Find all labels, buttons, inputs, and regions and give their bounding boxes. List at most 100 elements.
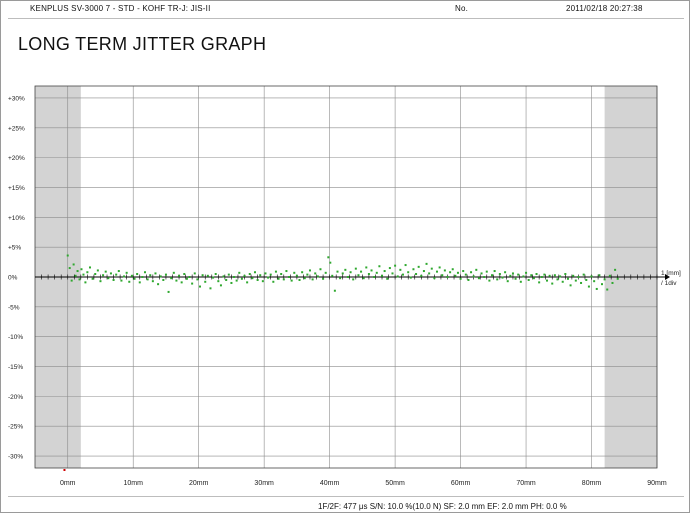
- data-point: [386, 277, 389, 280]
- data-point: [149, 274, 152, 277]
- data-point: [209, 287, 212, 290]
- x-tick-label: 70mm: [516, 480, 536, 487]
- data-point: [543, 273, 546, 276]
- data-point: [472, 275, 475, 278]
- data-point: [553, 274, 556, 277]
- data-point: [462, 270, 465, 273]
- data-point: [191, 282, 194, 285]
- data-point: [277, 277, 280, 280]
- data-point: [308, 269, 311, 272]
- data-point: [475, 268, 478, 271]
- data-point: [217, 280, 220, 283]
- data-point: [399, 268, 402, 271]
- x-tick-label: 0mm: [60, 480, 76, 487]
- origin-marker: [63, 469, 66, 471]
- data-point: [339, 277, 342, 280]
- data-point: [349, 271, 352, 274]
- zero-axis-arrow: [665, 274, 670, 280]
- data-point: [243, 274, 246, 277]
- data-point: [477, 277, 480, 280]
- y-tick-label: +10%: [8, 215, 25, 222]
- data-point: [480, 272, 483, 275]
- data-point: [206, 274, 209, 277]
- data-point: [274, 270, 277, 273]
- data-point: [517, 273, 520, 276]
- data-point: [417, 265, 420, 268]
- data-point: [593, 280, 596, 283]
- data-point: [185, 277, 188, 280]
- data-point: [91, 277, 94, 280]
- data-point: [430, 267, 433, 270]
- data-point: [530, 274, 533, 277]
- data-point: [436, 270, 439, 273]
- data-point: [433, 277, 436, 280]
- data-point: [94, 273, 97, 276]
- data-point: [496, 278, 499, 281]
- data-point: [319, 268, 322, 271]
- data-point: [74, 274, 77, 277]
- data-point: [538, 281, 541, 284]
- data-point: [441, 274, 444, 277]
- data-point: [164, 273, 167, 276]
- data-point: [235, 279, 238, 282]
- data-point: [388, 267, 391, 270]
- data-point: [123, 275, 126, 278]
- data-point: [151, 280, 154, 283]
- data-point: [212, 276, 215, 279]
- data-point: [143, 271, 146, 274]
- data-point: [551, 282, 554, 285]
- page-title: LONG TERM JITTER GRAPH: [18, 34, 267, 54]
- report-number-label: No.: [455, 4, 469, 13]
- data-point: [136, 273, 139, 276]
- data-point: [333, 289, 336, 292]
- data-point: [327, 256, 330, 259]
- data-point: [115, 273, 118, 276]
- data-point: [204, 280, 207, 283]
- data-point: [196, 278, 199, 281]
- data-point: [130, 274, 133, 277]
- data-point: [577, 276, 580, 278]
- data-point: [285, 270, 288, 273]
- data-point: [511, 272, 514, 275]
- data-point: [532, 277, 535, 280]
- data-point: [504, 271, 507, 274]
- data-point: [96, 269, 99, 272]
- data-point: [522, 275, 525, 278]
- data-point: [311, 278, 314, 281]
- x-tick-label: 50mm: [385, 480, 405, 487]
- x-tick-label: 10mm: [123, 480, 143, 487]
- data-point: [346, 276, 349, 278]
- y-tick-label: -20%: [8, 394, 23, 401]
- data-point: [470, 271, 473, 274]
- data-point: [303, 277, 306, 280]
- data-point: [107, 277, 110, 280]
- data-point: [375, 271, 378, 274]
- x-tick-label: 90mm: [647, 480, 667, 487]
- x-tick-label: 40mm: [320, 480, 340, 487]
- data-point: [383, 270, 386, 273]
- data-point: [566, 277, 569, 280]
- data-point: [601, 283, 604, 286]
- data-point: [396, 275, 399, 278]
- data-point: [133, 277, 136, 280]
- data-point: [99, 280, 102, 283]
- data-point: [264, 272, 267, 275]
- data-point: [407, 271, 410, 274]
- y-tick-label: 0%: [8, 275, 18, 282]
- footer-divider: [8, 496, 684, 497]
- data-point: [316, 275, 319, 278]
- y-tick-label: -25%: [8, 424, 23, 431]
- x-tick-label: 20mm: [189, 480, 209, 487]
- data-point: [88, 266, 91, 269]
- data-point: [598, 274, 601, 277]
- data-point: [172, 271, 175, 274]
- data-point: [269, 273, 272, 276]
- data-point: [556, 278, 559, 281]
- data-point: [214, 273, 217, 276]
- data-point: [272, 280, 275, 283]
- data-point: [360, 270, 363, 273]
- data-point: [415, 273, 418, 276]
- data-point: [233, 276, 236, 278]
- data-point: [162, 278, 165, 281]
